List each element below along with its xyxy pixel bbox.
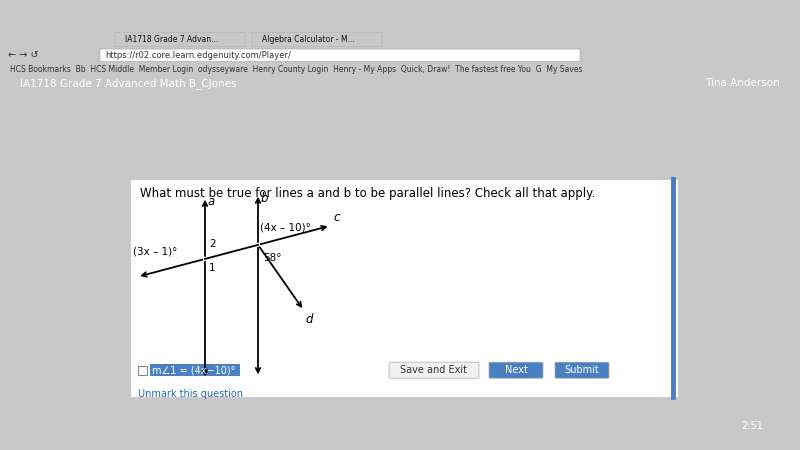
Text: Tina Anderson: Tina Anderson [706, 78, 780, 88]
FancyBboxPatch shape [115, 33, 245, 46]
Text: Algebra Calculator - M...: Algebra Calculator - M... [262, 35, 354, 44]
Text: 2:51: 2:51 [741, 422, 763, 432]
Text: Unmark this question: Unmark this question [138, 389, 243, 399]
Text: What must be true for lines a and b to be parallel lines? Check all that apply.: What must be true for lines a and b to b… [140, 187, 595, 200]
FancyBboxPatch shape [555, 362, 609, 378]
Text: ← → ↺: ← → ↺ [8, 50, 38, 60]
FancyBboxPatch shape [489, 362, 543, 378]
FancyBboxPatch shape [130, 179, 678, 397]
Text: b: b [261, 192, 269, 205]
FancyBboxPatch shape [252, 33, 382, 46]
Text: https://r02.core.learn.edgenuity.com/Player/: https://r02.core.learn.edgenuity.com/Pla… [105, 51, 291, 60]
Text: m∠1 = (4x−10)°: m∠1 = (4x−10)° [152, 365, 235, 375]
Text: Save and Exit: Save and Exit [401, 365, 467, 375]
Text: Next: Next [505, 365, 527, 375]
FancyBboxPatch shape [389, 362, 479, 378]
Text: IA1718 Grade 7 Advanced Math B_CJones: IA1718 Grade 7 Advanced Math B_CJones [20, 78, 237, 89]
Text: a: a [208, 195, 215, 208]
Text: Submit: Submit [565, 365, 599, 375]
Text: HCS Bookmarks  Bb  HCS Middle  Member Login  odysseyware  Henry County Login  He: HCS Bookmarks Bb HCS Middle Member Login… [10, 65, 582, 74]
Text: (4x – 10)°: (4x – 10)° [260, 223, 311, 233]
Text: 1: 1 [209, 263, 216, 273]
Text: d: d [306, 313, 314, 325]
FancyBboxPatch shape [138, 366, 147, 375]
FancyBboxPatch shape [150, 364, 240, 376]
Text: c: c [334, 211, 340, 224]
Text: (3x – 1)°: (3x – 1)° [133, 247, 178, 257]
Text: 58°: 58° [263, 253, 282, 263]
Text: https://e2020.genius... ✕  IA1718 Grade 7 Advan...: https://e2020.genius... ✕ IA1718 Grade 7… [294, 12, 506, 21]
Text: IA1718 Grade 7 Advan...: IA1718 Grade 7 Advan... [125, 35, 218, 44]
Text: 2: 2 [209, 239, 216, 249]
FancyBboxPatch shape [100, 49, 580, 62]
